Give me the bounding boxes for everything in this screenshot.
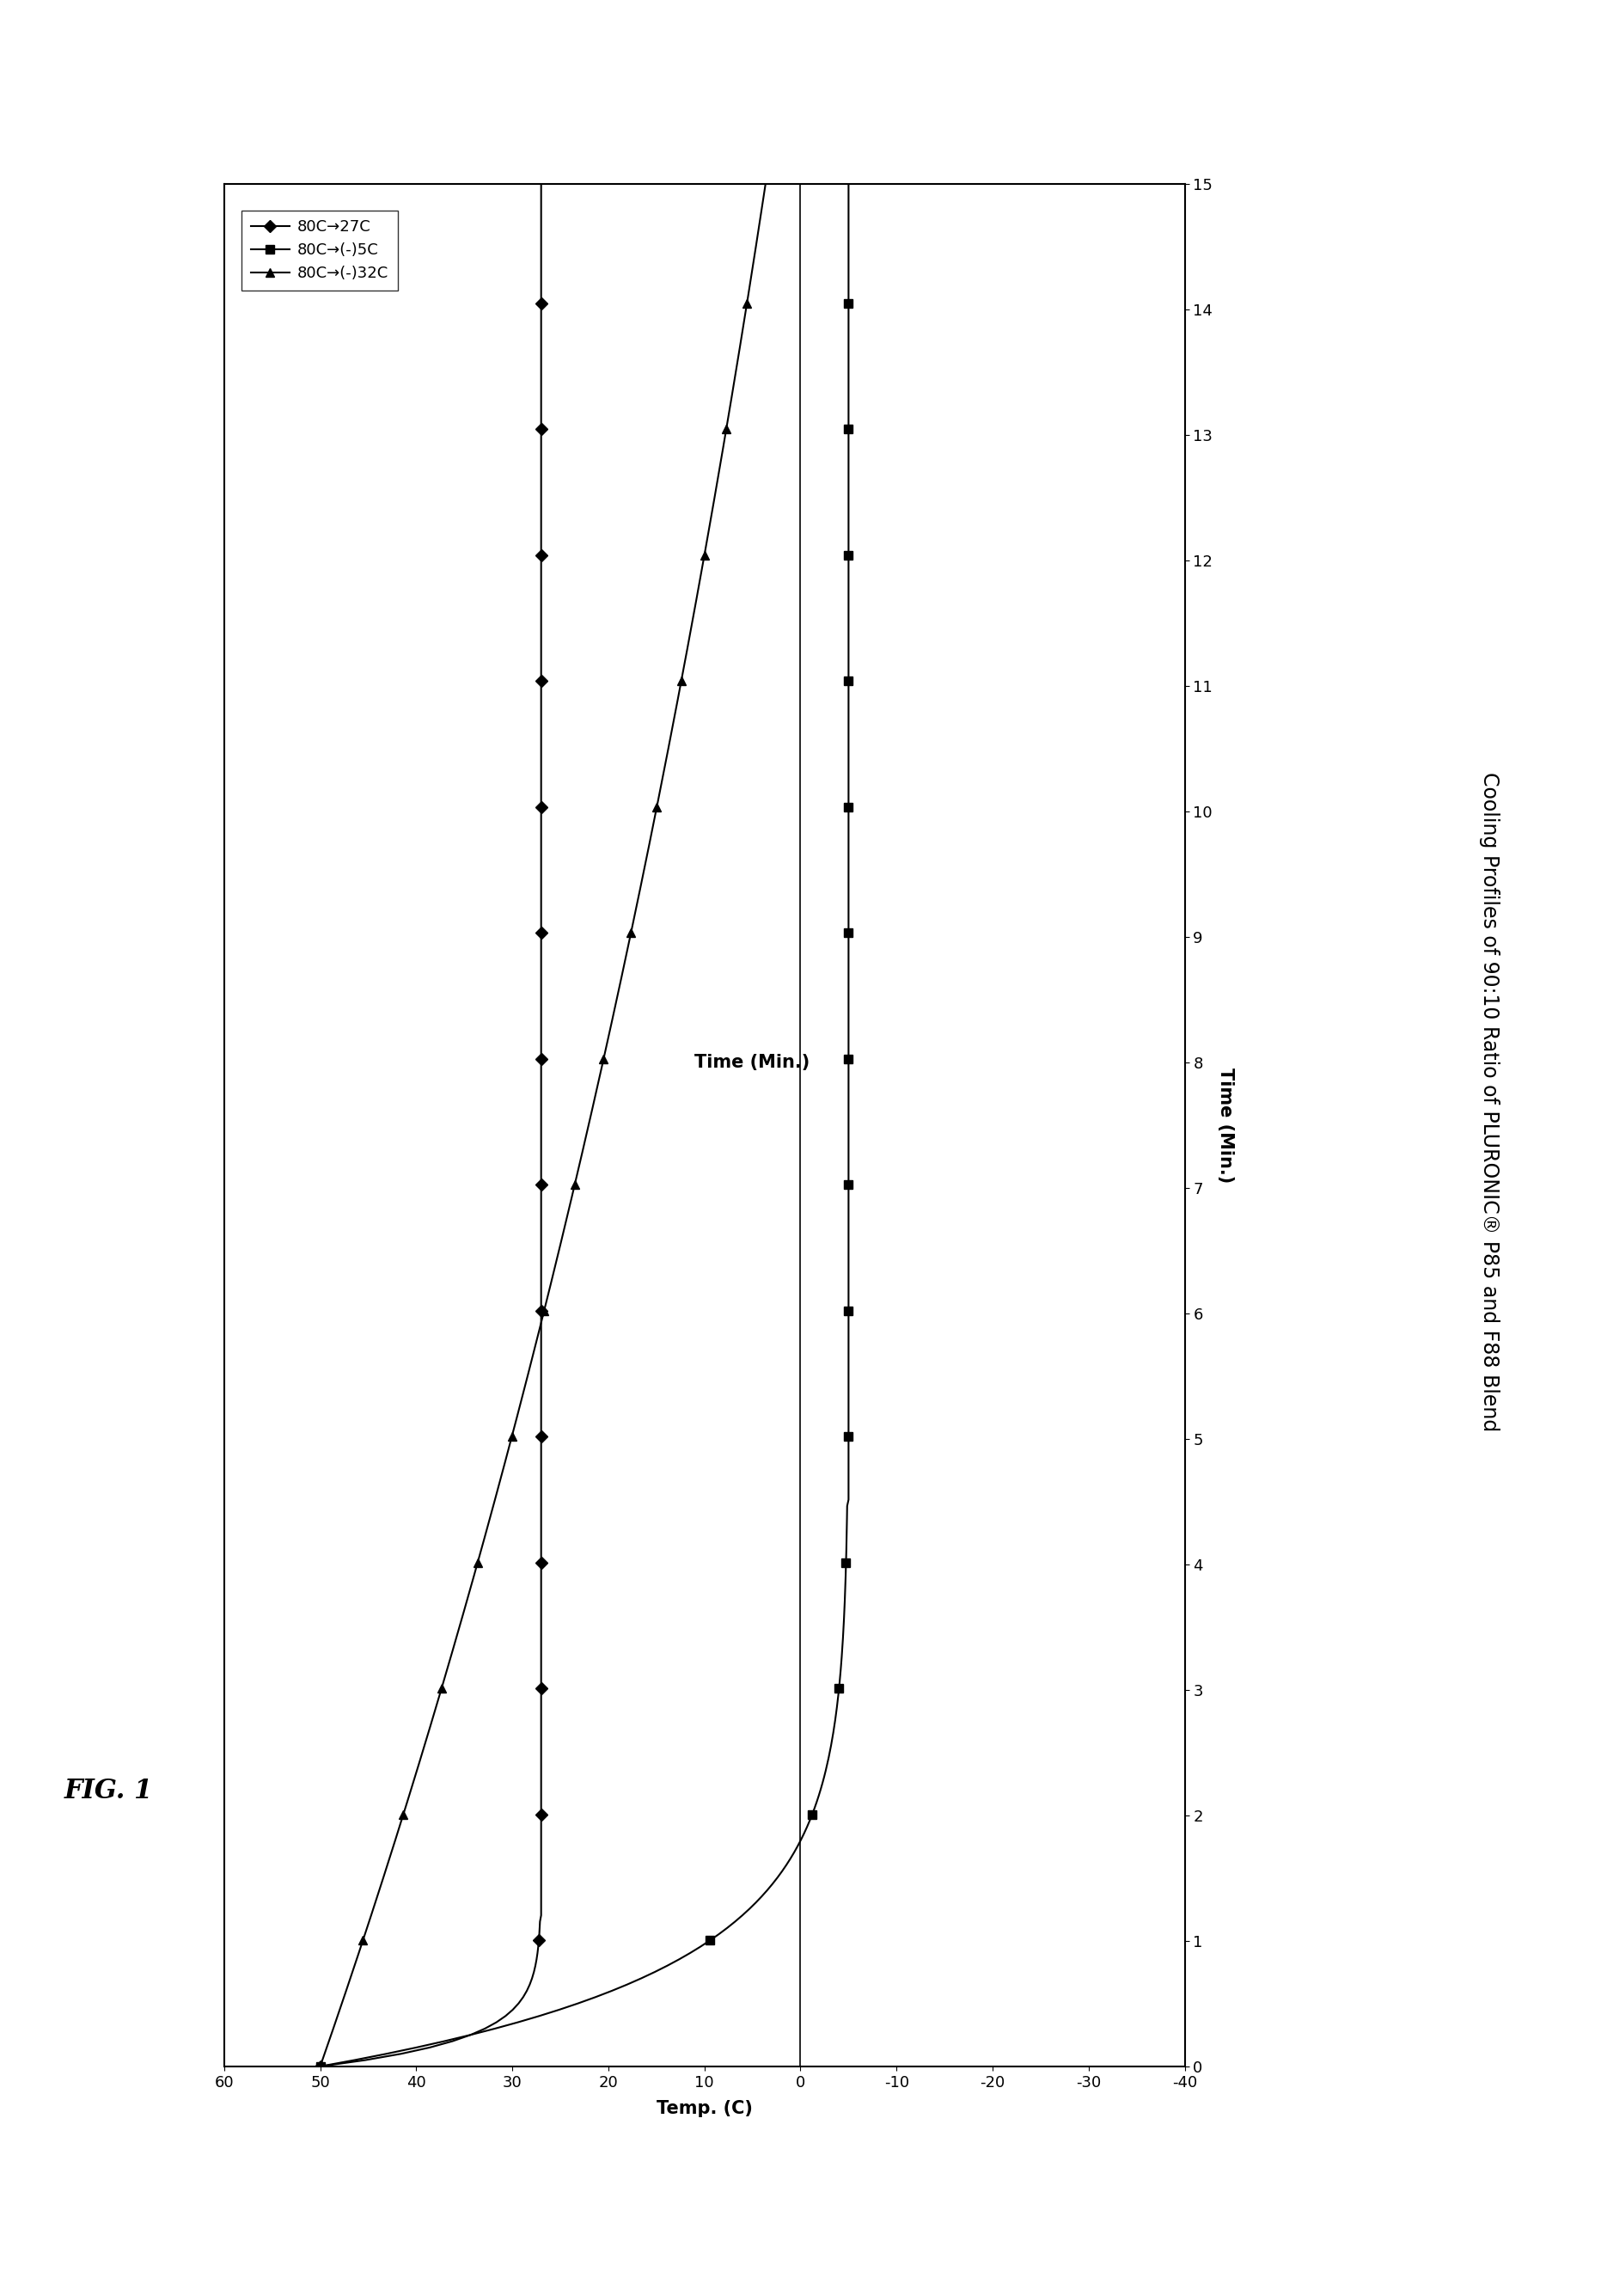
Legend: 80C→27C, 80C→(-)5C, 80C→(-)32C: 80C→27C, 80C→(-)5C, 80C→(-)32C	[242, 211, 399, 292]
Line: 80C→27C: 80C→27C	[315, 179, 546, 2071]
80C→27C	[532, 939, 551, 967]
80C→27C	[311, 2053, 330, 2080]
80C→(-)32C	[708, 466, 727, 494]
80C→(-)32C	[626, 900, 645, 928]
80C→(-)5C	[839, 170, 858, 197]
Y-axis label: Time (Min.): Time (Min.)	[1217, 1068, 1234, 1182]
80C→27C	[532, 170, 551, 197]
80C→(-)32C	[618, 939, 637, 967]
Text: FIG. 1: FIG. 1	[64, 1777, 152, 1805]
80C→(-)5C	[311, 2053, 330, 2080]
Text: Time (Min.): Time (Min.)	[695, 1054, 810, 1070]
80C→(-)32C	[756, 170, 775, 197]
80C→(-)32C	[618, 932, 637, 960]
80C→(-)5C	[839, 900, 858, 928]
80C→(-)5C	[839, 932, 858, 960]
80C→27C	[355, 2046, 375, 2073]
Text: Cooling Profiles of 90:10 Ratio of PLURONIC® P85 and F88 Blend: Cooling Profiles of 90:10 Ratio of PLURO…	[1479, 771, 1499, 1433]
80C→27C	[532, 466, 551, 494]
X-axis label: Temp. (C): Temp. (C)	[656, 2101, 752, 2117]
80C→27C	[532, 900, 551, 928]
80C→(-)32C	[312, 2046, 331, 2073]
80C→(-)32C	[728, 347, 748, 374]
80C→(-)5C	[839, 347, 858, 374]
80C→(-)5C	[839, 939, 858, 967]
Line: 80C→(-)32C: 80C→(-)32C	[315, 179, 770, 2071]
Line: 80C→(-)5C: 80C→(-)5C	[315, 179, 853, 2071]
80C→(-)5C	[344, 2046, 363, 2073]
80C→27C	[532, 347, 551, 374]
80C→27C	[532, 932, 551, 960]
80C→(-)5C	[839, 466, 858, 494]
80C→(-)32C	[311, 2053, 330, 2080]
